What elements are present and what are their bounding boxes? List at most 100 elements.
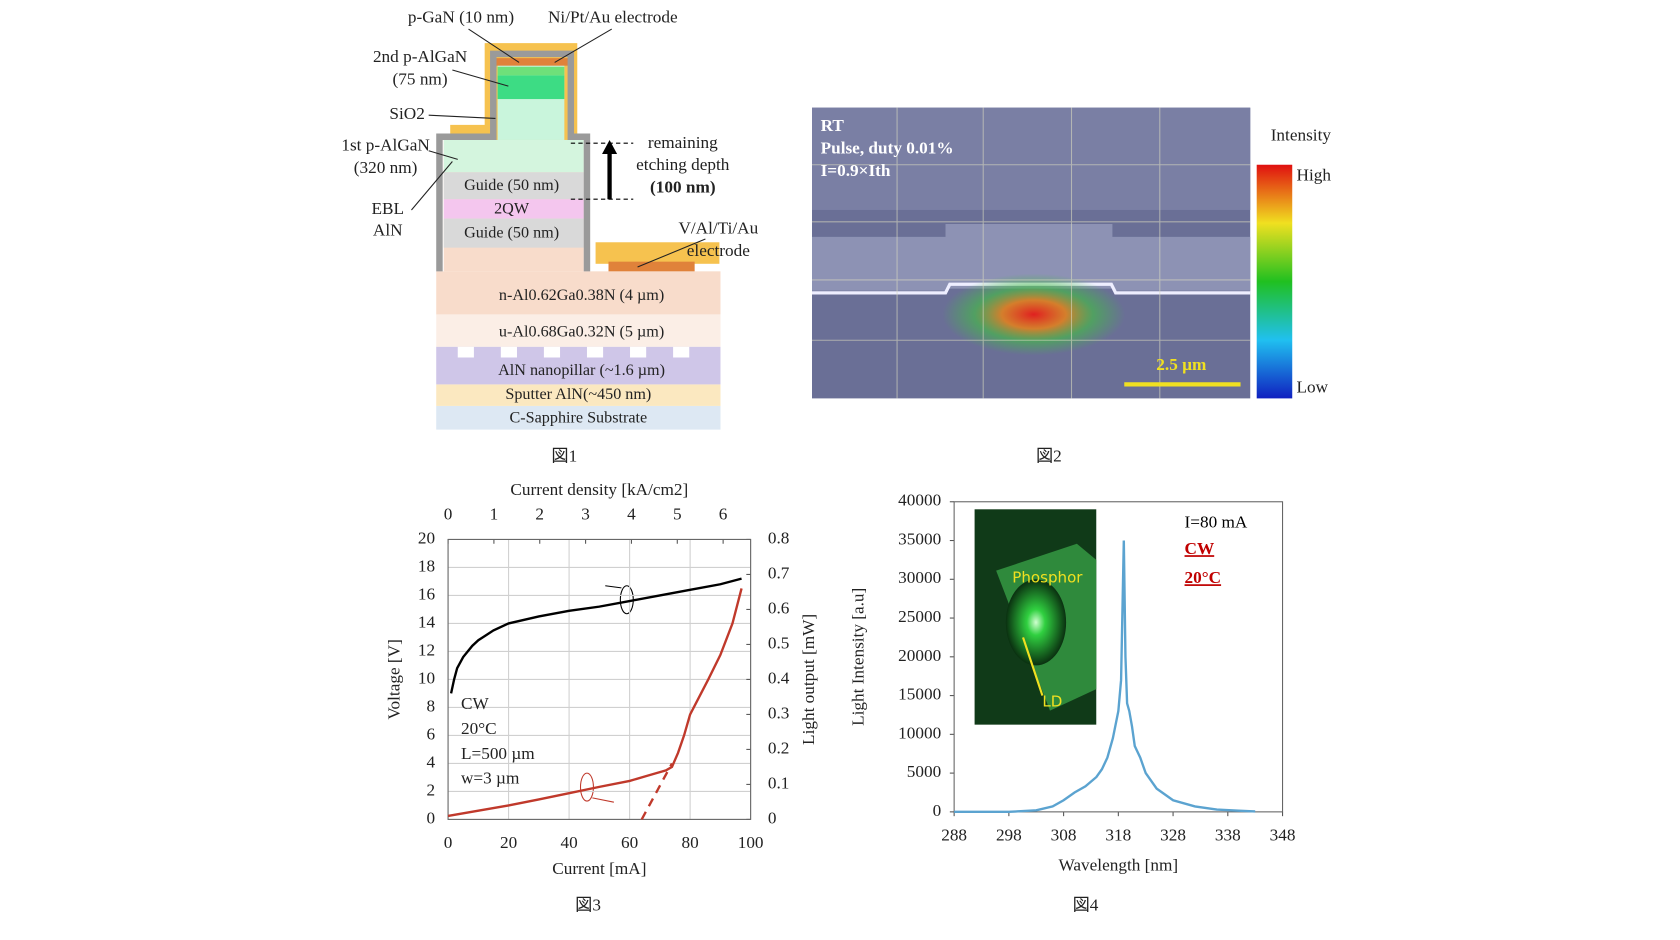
condition: I=0.9×Ith	[821, 161, 891, 180]
y-tick-label: 4	[427, 752, 436, 771]
layer	[443, 199, 584, 219]
y-tick-label: 20	[418, 528, 435, 547]
x-tick-label: 328	[1160, 826, 1186, 845]
sio2	[436, 50, 591, 272]
figure4-inset	[974, 509, 1097, 725]
y-tick-label: 14	[418, 612, 436, 631]
x2-tick-label: 6	[719, 505, 728, 524]
x2-tick-label: 0	[444, 505, 453, 524]
inset-label: LD	[1042, 693, 1062, 711]
caption: 図2	[1036, 447, 1062, 466]
layer-label: 2QW	[494, 201, 530, 218]
x-tick-label: 60	[621, 833, 638, 852]
x-tick-label: 338	[1215, 826, 1241, 845]
y-tick-label: 2	[427, 780, 436, 799]
y2-tick-label: 0.2	[768, 738, 790, 757]
x-tick-label: 318	[1105, 826, 1131, 845]
y-tick-label: 8	[427, 696, 436, 715]
layer	[443, 172, 584, 200]
emission	[942, 273, 1126, 356]
y2-tick-label: 0.5	[768, 633, 790, 652]
series-line	[640, 762, 674, 820]
layer-label: Guide (50 nm)	[464, 224, 559, 241]
layer	[436, 271, 721, 315]
y-tick-label: 20000	[898, 646, 941, 665]
annotation: 20°C	[461, 719, 497, 738]
y-tick-label: 15000	[898, 685, 941, 704]
figure2: RT Pulse, duty 0.01% I=0.9×Ith 2.5 µm In…	[812, 107, 1332, 399]
y-tick-label: 25000	[898, 607, 941, 626]
x-axis-label: Current [mA]	[552, 859, 646, 878]
p-gan	[497, 66, 565, 76]
y2-tick-label: 0.1	[768, 773, 790, 792]
p-algan	[497, 75, 565, 100]
curve-marker	[579, 772, 594, 802]
y-tick-label: 0	[427, 808, 436, 827]
y2-tick-label: 0.4	[768, 668, 790, 687]
label: 1st p-AlGaN	[341, 135, 430, 154]
layer-label: n-Al0.62Ga0.38N (4 µm)	[499, 287, 664, 304]
label: 2nd p-AlGaN	[373, 47, 468, 66]
x-tick-label: 80	[682, 833, 699, 852]
axis-arrow	[592, 797, 614, 803]
y-tick-label: 0	[933, 801, 942, 820]
x-tick-label: 100	[738, 833, 764, 852]
inset-label: Phosphor	[1012, 569, 1083, 587]
leader-lines	[411, 28, 706, 268]
y2-tick-label: 0.6	[768, 598, 790, 617]
condition: RT	[821, 116, 845, 135]
x2-tick-label: 2	[535, 505, 544, 524]
annotation: I=80 mA	[1185, 512, 1248, 531]
y2-tick-label: 0.7	[768, 563, 790, 582]
y-tick-label: 16	[418, 584, 436, 603]
pillar-gaps	[457, 346, 690, 358]
series-line	[954, 540, 1256, 814]
depth-lines	[570, 142, 634, 200]
annotation: L=500 µm	[461, 744, 535, 763]
colorbar-high: High	[1297, 166, 1332, 185]
series-line	[449, 577, 742, 694]
annotation: w=3 µm	[461, 769, 520, 788]
annotation: 20°C	[1185, 568, 1222, 587]
y-tick-label: 40000	[898, 491, 941, 510]
label: p-GaN (10 nm)	[408, 7, 514, 26]
colorbar-title: Intensity	[1271, 126, 1332, 145]
y-tick-label: 30000	[898, 568, 941, 587]
x2-tick-label: 5	[673, 505, 682, 524]
y2-tick-label: 0.3	[768, 703, 790, 722]
colorbar	[1256, 164, 1293, 399]
label: Ni/Pt/Au electrode	[548, 7, 678, 26]
label: SiO2	[389, 104, 424, 123]
label: V/Al/Ti/Au	[678, 218, 758, 237]
x-tick-label: 40	[560, 833, 577, 852]
y-tick-label: 35000	[898, 529, 941, 548]
x-tick-label: 20	[500, 833, 517, 852]
series-line	[447, 588, 743, 818]
layer-label: Sputter AlN(~450 nm)	[505, 386, 651, 403]
y-tick-label: 10000	[898, 723, 941, 742]
layer-label: Guide (50 nm)	[464, 177, 559, 194]
colorbar-low: Low	[1297, 378, 1329, 397]
electrode	[493, 58, 569, 66]
label: AlN	[373, 220, 403, 239]
layer-label: AlN nanopillar (~1.6 µm)	[498, 362, 665, 379]
y-axis-label: Light Intensity [a.u]	[848, 588, 867, 726]
inset-glow	[1005, 579, 1067, 666]
label: electrode	[687, 241, 750, 260]
y-tick-label: 12	[418, 640, 435, 659]
n-electrode	[595, 242, 720, 264]
x-tick-label: 288	[941, 826, 967, 845]
device-layer	[812, 223, 1251, 291]
layer	[436, 314, 721, 347]
layer-label: u-Al0.68Ga0.32N (5 µm)	[499, 323, 664, 340]
label: (100 nm)	[650, 177, 716, 196]
chart: 0 5000 10000 15000 20000 25000 30000 35000 40000…	[848, 491, 1295, 875]
x2-axis-label: Current density [kA/cm2]	[510, 480, 688, 499]
label: (320 nm)	[354, 158, 418, 177]
x-tick-label: 308	[1051, 826, 1077, 845]
x-tick-label: 348	[1270, 826, 1296, 845]
label: etching depth	[636, 155, 730, 174]
x2-tick-label: 4	[627, 505, 636, 524]
y-tick-label: 10	[418, 668, 435, 687]
